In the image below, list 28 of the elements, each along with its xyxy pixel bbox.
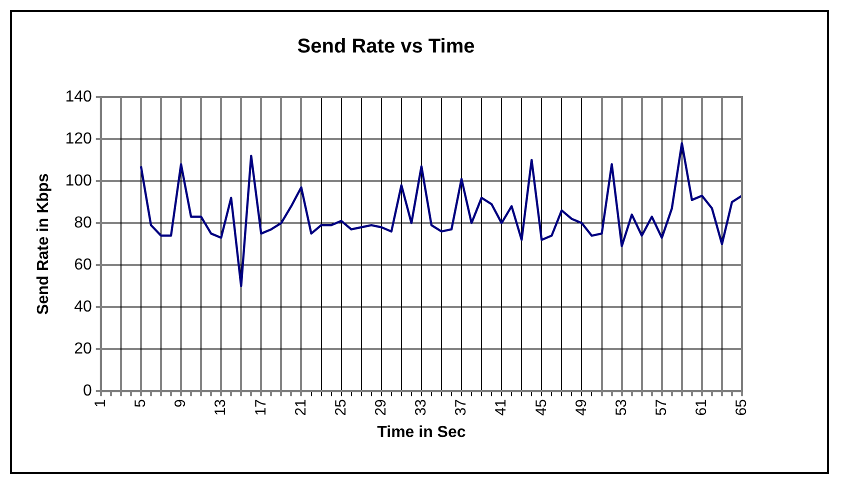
x-tick-label: 21 — [292, 399, 310, 416]
x-tick-label: 29 — [372, 399, 390, 416]
x-tick-label: 25 — [332, 399, 350, 416]
y-tick-label: 140 — [65, 88, 92, 106]
x-tick-label: 49 — [572, 399, 590, 416]
x-tick-label: 1 — [92, 399, 110, 408]
y-tick-label: 80 — [74, 214, 92, 232]
x-tick-label: 33 — [412, 399, 430, 416]
chart-title: Send Rate vs Time — [297, 36, 475, 58]
x-tick-label: 53 — [612, 399, 630, 416]
x-tick-label: 65 — [733, 399, 750, 416]
x-tick-label: 61 — [693, 399, 710, 416]
y-tick-label: 120 — [65, 130, 92, 148]
y-tick-label: 40 — [74, 298, 92, 316]
y-tick-label: 20 — [74, 340, 92, 358]
x-tick-label: 5 — [132, 399, 150, 408]
y-tick-label: 0 — [82, 382, 92, 400]
x-tick-label: 9 — [172, 399, 190, 408]
y-axis-title: Send Rate in Kbps — [35, 173, 52, 315]
x-axis-title: Time in Sec — [377, 424, 466, 441]
x-tick-label: 37 — [452, 399, 470, 416]
x-tick-label: 57 — [653, 399, 670, 416]
x-tick-label: 17 — [252, 399, 270, 416]
y-tick-label: 60 — [74, 256, 92, 274]
x-tick-label: 41 — [492, 399, 510, 416]
y-tick-label: 100 — [65, 172, 92, 190]
x-tick-label: 45 — [532, 399, 550, 416]
x-tick-label: 13 — [212, 399, 230, 416]
